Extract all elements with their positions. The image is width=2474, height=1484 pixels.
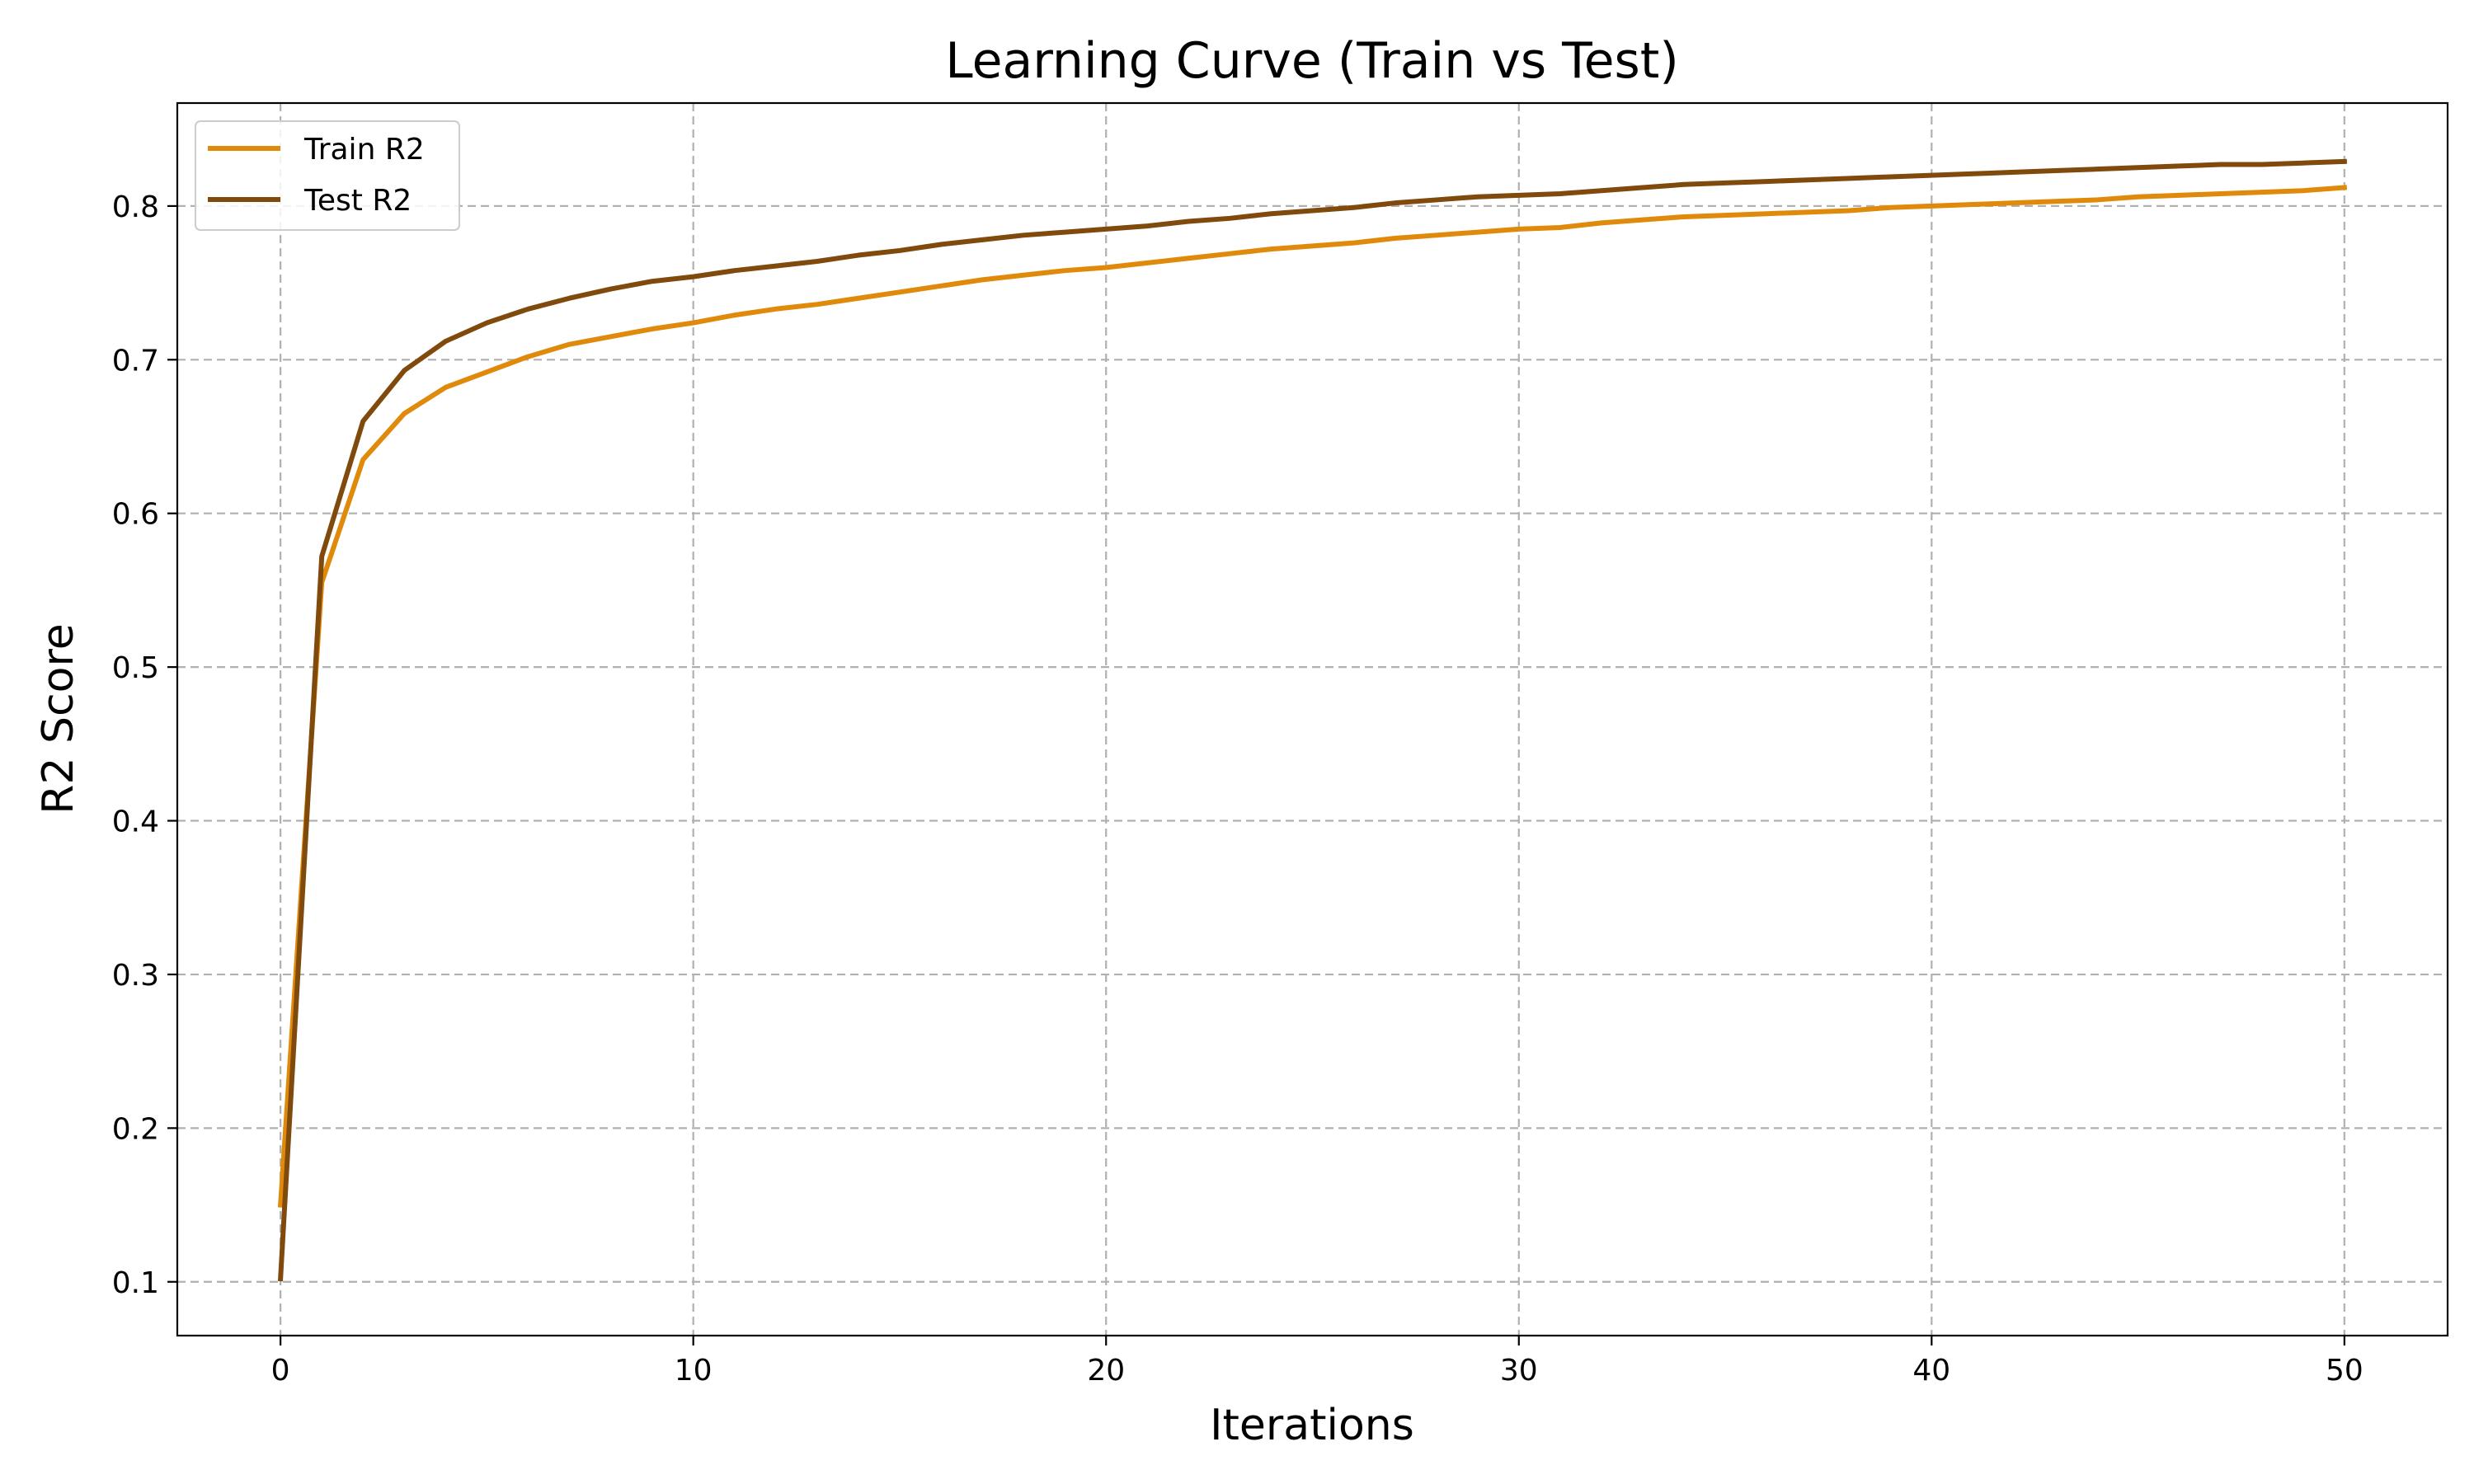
x-axis-label: Iterations	[1210, 1401, 1414, 1450]
chart-title: Learning Curve (Train vs Test)	[945, 32, 1678, 90]
x-tick-label: 20	[1087, 1354, 1125, 1388]
grid	[177, 103, 2448, 1336]
series-line-train-r2	[277, 185, 2348, 1208]
y-tick-label: 0.6	[112, 498, 159, 532]
y-tick-label: 0.2	[112, 1112, 159, 1146]
x-tick-label: 0	[271, 1354, 290, 1388]
series-lines	[277, 158, 2348, 1282]
y-tick-label: 0.1	[112, 1266, 159, 1300]
y-tick-label: 0.4	[112, 805, 159, 839]
y-tick-label: 0.3	[112, 959, 159, 993]
y-tick-label: 0.8	[112, 190, 159, 224]
axis-ticks: 0 10 20 30 40 50 0.1 0.2 0.3 0.4 0.5 0.6 0.7 0.8	[112, 190, 2363, 1388]
plot-frame	[176, 101, 2449, 1337]
series-line-test-r2	[277, 158, 2347, 1282]
legend: Train R2 Test R2	[195, 120, 460, 231]
legend-label-test: Test R2	[303, 184, 412, 218]
legend-label-train: Train R2	[303, 133, 425, 167]
y-axis-label: R2 Score	[34, 623, 83, 814]
y-tick-label: 0.5	[112, 651, 159, 685]
x-tick-label: 30	[1500, 1354, 1538, 1388]
y-tick-label: 0.7	[112, 344, 159, 378]
x-tick-label: 10	[675, 1354, 713, 1388]
x-tick-label: 40	[1912, 1354, 1950, 1388]
x-tick-label: 50	[2326, 1354, 2363, 1388]
